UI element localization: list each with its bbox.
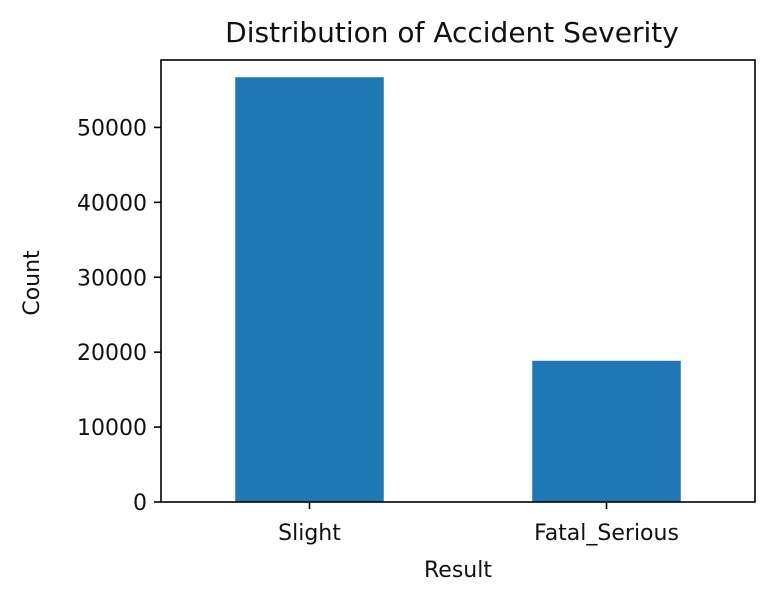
bar-fatal-serious (532, 360, 681, 502)
y-tick-label: 0 (133, 491, 147, 516)
y-tick-label: 30000 (77, 266, 147, 291)
y-tick-label: 50000 (77, 116, 147, 141)
y-tick-label: 10000 (77, 416, 147, 441)
bars-layer (235, 77, 681, 503)
axes-layer (160, 59, 756, 503)
y-tick-label: 40000 (77, 191, 147, 216)
bar-slight (235, 77, 384, 503)
y-axis-label: Count (20, 250, 45, 316)
chart-title: Distribution of Accident Severity (225, 16, 679, 49)
x-tick-label: Fatal_Serious (534, 521, 679, 546)
ticks-layer: Slight Fatal_Serious 0 10000 20000 30000 40000… (77, 116, 679, 546)
y-tick-label: 20000 (77, 341, 147, 366)
x-axis-label: Result (424, 558, 492, 583)
x-tick-label: Slight (278, 521, 341, 546)
plot-frame (160, 59, 756, 503)
